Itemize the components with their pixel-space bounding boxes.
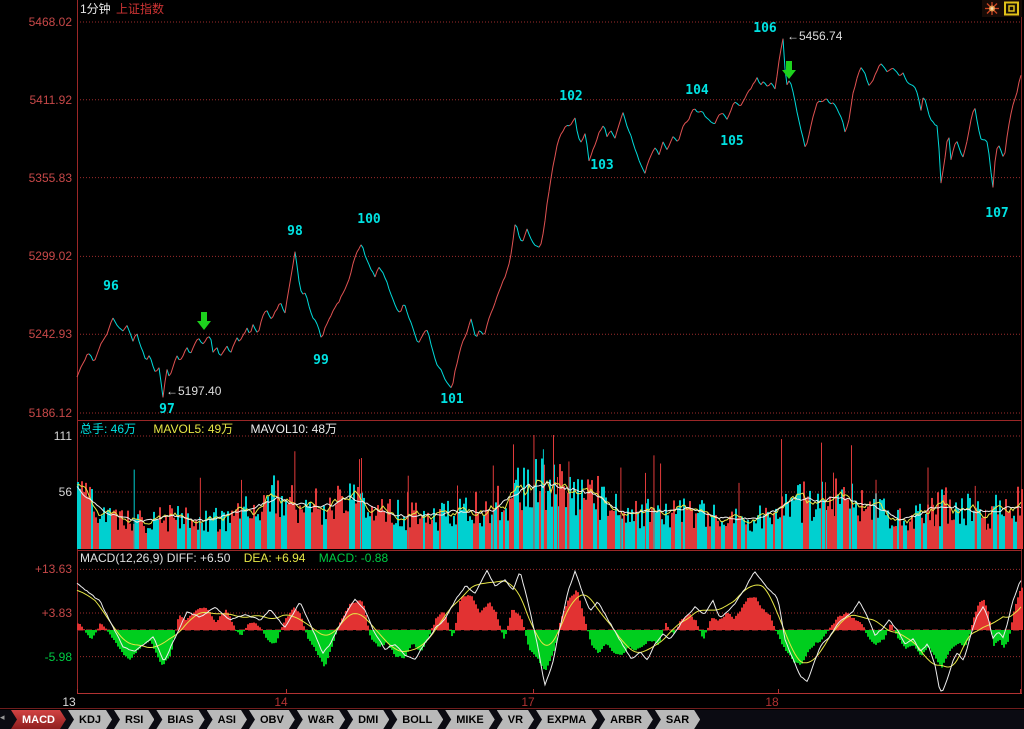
price-axis-label: 5242.93 [28,327,72,342]
wave-label-96: 96 [103,279,119,294]
wave-label-106: 106 [753,21,777,36]
volume-header: 总手: 46万 MAVOL5: 49万 MAVOL10: 48万 [80,420,351,437]
wave-label-102: 102 [559,89,583,104]
tab-macd[interactable]: MACD [11,710,66,729]
price-annotation: ←5456.74 [787,29,843,43]
tab-expma[interactable]: EXPMA [536,710,597,729]
tab-kdj[interactable]: KDJ [68,710,112,729]
tab-obv[interactable]: OBV [249,710,295,729]
macd-axis-label: -5.98 [44,649,72,664]
tab-rsi[interactable]: RSI [114,710,154,729]
tab-scroll-left-icon[interactable]: ◂ [0,712,5,722]
time-axis-label: 13 [62,695,76,709]
tab-asi[interactable]: ASI [207,710,247,729]
volume-axis-label: 111 [53,429,72,443]
macd-dea-label: DEA: +6.94 [243,551,306,565]
restore-window-icon[interactable] [1003,1,1020,16]
macd-axis-label: +13.63 [34,562,72,577]
time-axis-label: 18 [765,695,779,709]
tab-mike[interactable]: MIKE [445,710,495,729]
mavol5-label: MAVOL5: 49万 [153,422,234,436]
tab-wr[interactable]: W&R [297,710,345,729]
tab-arbr[interactable]: ARBR [599,710,653,729]
symbol-label[interactable]: 上证指数 [116,2,165,16]
wave-label-107: 107 [985,206,1009,221]
wave-label-98: 98 [287,224,303,239]
volume-axis-label: 56 [58,484,72,499]
tab-dmi[interactable]: DMI [347,710,389,729]
tab-boll[interactable]: BOLL [391,710,443,729]
time-axis-label: 14 [274,695,288,709]
price-axis-label: 5186.12 [28,405,72,420]
tab-bias[interactable]: BIAS [156,710,204,729]
tab-sar[interactable]: SAR [655,710,700,729]
wave-label-100: 100 [357,212,381,227]
volume-total-label: 总手: 46万 [80,422,137,436]
price-axis-label: 5355.83 [28,170,72,185]
price-axis-label: 5468.02 [28,15,72,29]
time-axis-label: 17 [521,695,535,709]
period-label[interactable]: 1分钟 [80,2,111,16]
wave-label-101: 101 [440,392,464,407]
window-icons [982,0,1022,17]
macd-title-label: MACD(12,26,9) DIFF: +6.50 [80,551,231,565]
indicator-tabbar: MACD KDJ RSI BIAS ASI OBV W&R DMI BOLL MIKE VR EXPM… [0,710,1024,729]
tab-vr[interactable]: VR [497,710,534,729]
wave-label-104: 104 [685,83,709,98]
price-axis-label: 5299.02 [28,249,72,264]
price-annotation: ←5197.40 [166,384,222,398]
wave-label-99: 99 [313,353,329,368]
macd-header: MACD(12,26,9) DIFF: +6.50 DEA: +6.94 MAC… [80,551,398,565]
wave-label-97: 97 [159,402,175,417]
sparkle-icon[interactable] [984,1,1000,16]
wave-label-105: 105 [720,134,744,149]
macd-value-label: MACD: -0.88 [318,551,389,565]
wave-label-103: 103 [590,158,614,173]
mavol10-label: MAVOL10: 48万 [250,422,338,436]
macd-axis-label: +3.83 [41,605,72,620]
price-axis-label: 5411.92 [29,92,73,107]
